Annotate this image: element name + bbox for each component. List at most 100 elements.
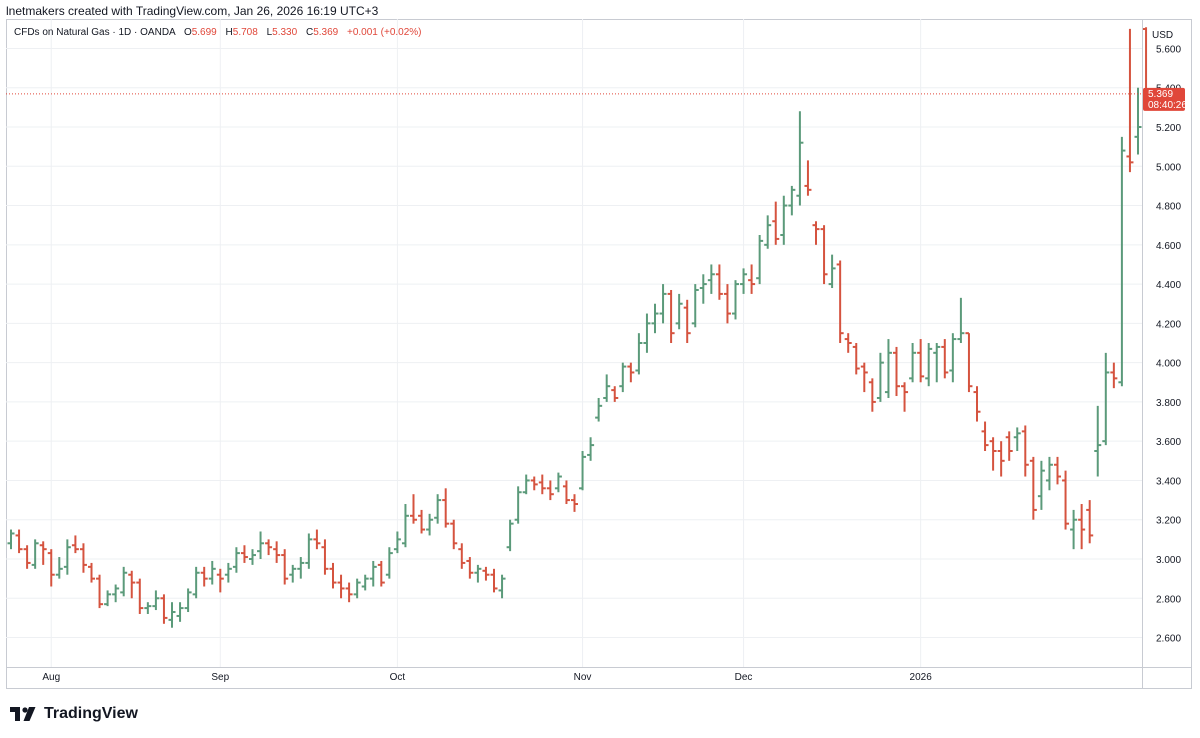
ohlc-bar [1045, 456, 1053, 491]
ohlc-bar [844, 333, 852, 353]
ohlc-bar [796, 111, 804, 206]
ohlc-bar [973, 386, 981, 422]
ohlc-bar [490, 568, 498, 593]
ohlc-bar [828, 254, 836, 289]
ohlc-bar [377, 560, 385, 587]
ohlc-bar [273, 541, 281, 563]
x-tick-label: Aug [42, 672, 60, 683]
ohlc-bar [587, 437, 595, 461]
ohlc-bar [31, 539, 39, 569]
ohlc-bar [168, 602, 176, 628]
y-tick-label: 4.400 [1156, 280, 1181, 291]
ohlc-bar [474, 564, 482, 583]
x-tick-label: Nov [574, 672, 592, 683]
last-price-tag [1143, 87, 1185, 111]
ohlc-bar [442, 488, 450, 528]
ohlc-bar [289, 564, 297, 583]
ohlc-bar [1021, 425, 1029, 477]
legend-close-label: C [305, 27, 314, 38]
x-tick-label: Dec [735, 672, 753, 683]
ohlc-bar [772, 201, 780, 245]
ohlc-bar [112, 584, 120, 603]
ohlc-bar [603, 374, 611, 402]
ohlc-bar [579, 451, 587, 491]
ohlc-bar [79, 543, 87, 573]
ohlc-bar [401, 504, 409, 548]
ohlc-bar [965, 332, 973, 393]
legend-change: +0.001 (+0.02%) [347, 27, 422, 38]
ohlc-bar [104, 590, 112, 607]
ohlc-bar [619, 362, 627, 393]
ohlc-bar [699, 274, 707, 304]
ohlc-bar [876, 352, 884, 402]
y-tick-label: 3.600 [1156, 437, 1181, 448]
ohlc-bar [595, 397, 603, 422]
ohlc-bar [39, 541, 47, 565]
ohlc-bar [458, 543, 466, 569]
ohlc-bar [554, 472, 562, 493]
y-tick-label: 4.600 [1156, 241, 1181, 252]
ohlc-bar [385, 547, 393, 579]
ohlc-bar [1013, 427, 1021, 451]
ohlc-bar [611, 386, 619, 402]
y-tick-label: 5.200 [1156, 123, 1181, 134]
ohlc-bar [901, 382, 909, 412]
ohlc-bar [232, 547, 240, 573]
ohlc-bar [23, 545, 31, 569]
ohlc-bar [128, 570, 136, 599]
ohlc-bar [71, 535, 79, 554]
ohlc-bar [1029, 456, 1037, 520]
legend-low-label: L [266, 27, 273, 38]
ohlc-bar [88, 562, 95, 583]
ohlc-bar [1110, 362, 1118, 389]
ohlc-bar [748, 264, 756, 294]
ohlc-bar [740, 268, 748, 294]
ohlc-bar [812, 221, 820, 245]
ohlc-bar [353, 578, 361, 599]
y-tick-label: 2.800 [1156, 594, 1181, 605]
ohlc-bar [884, 339, 892, 398]
ohlc-bar [482, 566, 490, 581]
ohlc-bar [257, 531, 265, 559]
ohlc-bar [15, 529, 23, 554]
ohlc-bar [1037, 460, 1045, 510]
ohlc-bar [925, 343, 933, 387]
ohlc-bar [1054, 456, 1061, 485]
ohlc-bar [136, 578, 144, 614]
ohlc-bar [635, 333, 643, 375]
ohlc-bar [305, 533, 313, 569]
ohlc-bar [627, 362, 635, 383]
ohlc-bar [1070, 509, 1078, 550]
ohlc-bar [47, 549, 55, 587]
legend-low-value: 5.330 [272, 27, 298, 38]
y-tick-label: 3.000 [1156, 555, 1181, 566]
axis-layer: 2.600 2.800 3.000 3.200 3.400 3.600 3.800 4.000… [6, 19, 1192, 689]
ohlc-bar [1126, 28, 1134, 173]
currency-label: USD [1152, 30, 1173, 41]
y-tick-label: 5.000 [1156, 162, 1181, 173]
ohlc-bar [208, 560, 216, 585]
ohlc-bar [466, 557, 474, 579]
legend-close-value: 5.369 [313, 27, 339, 38]
ohlc-bar [989, 437, 997, 471]
ohlc-chart[interactable]: 2.600 2.800 3.000 3.200 3.400 3.600 3.800 4.000… [6, 19, 1192, 689]
ohlc-bar [562, 480, 570, 505]
ohlc-bar [216, 568, 224, 593]
ohlc-bar [176, 602, 184, 622]
ohlc-bar [345, 582, 353, 603]
ohlc-bar [297, 557, 305, 579]
ohlc-bar [683, 299, 691, 343]
ohlc-bar [337, 574, 345, 599]
ohlc-bar [498, 574, 506, 599]
ohlc-bar [933, 343, 941, 383]
ohlc-bar [852, 343, 860, 375]
ohlc-bar [732, 280, 739, 320]
ohlc-bar [240, 545, 248, 563]
legend-high-label: H [225, 27, 233, 38]
bars-layer [7, 27, 1150, 628]
ohlc-bar [361, 574, 369, 591]
ohlc-bar [434, 494, 442, 524]
ohlc-bar [7, 529, 15, 550]
bar-countdown: 08:40:26 [1148, 100, 1187, 111]
ohlc-bar [96, 574, 104, 609]
